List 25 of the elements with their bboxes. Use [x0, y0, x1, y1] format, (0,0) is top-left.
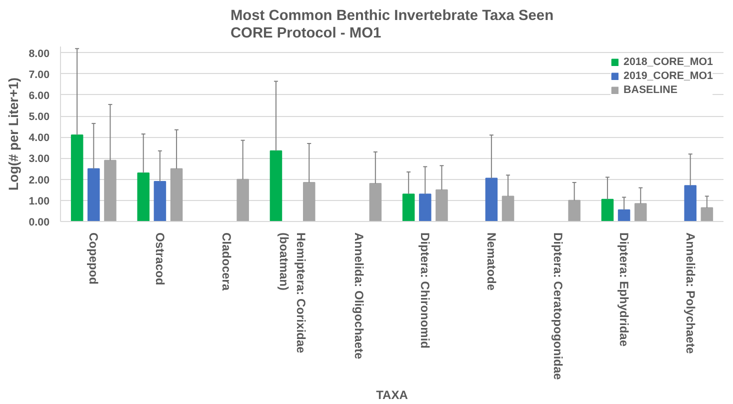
y-tick-label: 7.00 — [28, 68, 50, 81]
x-axis-title: TAXA — [376, 388, 408, 402]
legend-label: 2018_CORE_MO1 — [624, 56, 713, 68]
y-tick-label: 5.00 — [28, 111, 50, 124]
x-tick-label: Nematode — [484, 232, 498, 291]
y-tick-label: 1.00 — [28, 195, 50, 208]
x-tick-label: Copepod — [86, 232, 101, 284]
x-tick-label: Diptera: Ceratopogonidae — [550, 232, 565, 380]
y-axis-title: Log(# per Liter+1) — [6, 78, 21, 190]
legend-label: 2019_CORE_MO1 — [624, 70, 713, 82]
x-tick-label: Diptera: Ephydridae — [617, 232, 632, 347]
legend-label: BASELINE — [624, 84, 678, 96]
y-tick-label: 2.00 — [28, 174, 50, 186]
x-tick-label: Hemiptera: Corixidae (boatman) — [277, 232, 308, 354]
y-tick-label: 3.00 — [28, 153, 50, 166]
y-tick-label: 6.00 — [28, 90, 50, 102]
x-tick-label: Ostracod — [152, 232, 167, 286]
x-tick-label: Diptera: Chironomid — [418, 232, 432, 348]
x-tick-label: Annelida: Polychaete — [683, 232, 698, 354]
y-tick-label: 4.00 — [28, 132, 50, 144]
y-tick-label: 8.00 — [28, 48, 50, 60]
chart-title: Most Common Benthic Invertebrate Taxa Seen CORE Protocol - MO1 — [230, 8, 554, 42]
x-tick-label: Annelida: Oligochaete — [352, 232, 366, 360]
y-tick-label: 0.00 — [28, 216, 50, 228]
x-tick-label: Cladocera — [219, 232, 234, 291]
